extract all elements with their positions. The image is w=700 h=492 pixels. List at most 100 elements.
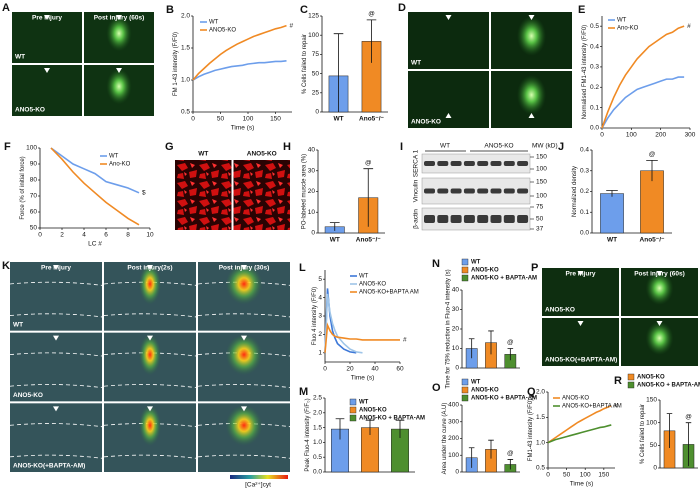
y-tick-label: 0 [311,230,315,237]
y-tick-label: 70 [30,193,38,200]
row-label: ANO5-KO [15,107,45,114]
y-tick-label: 90 [30,161,38,168]
y-tick-label: 400 [448,402,459,409]
fiber-outline [9,313,103,318]
series-line [192,60,287,81]
x-tick-label: WT [330,237,340,244]
y-tick-label: 100 [646,419,657,426]
mw-label: 100 [536,193,547,200]
y-tick-label: 25 [312,90,320,97]
y-tick-label: 2.0 [536,389,545,396]
x-axis-label: Time (s) [351,375,375,382]
column-label: Post injury(2s) [127,265,172,272]
legend-swatch [349,406,357,414]
image-cell [408,12,489,69]
y-tick-label: 0.4 [580,147,589,154]
fiber-outline [197,384,291,388]
x-tick-label: Ano5⁻/⁻ [640,237,665,244]
injury-spot [516,74,547,115]
image-cell [233,160,290,230]
x-tick-label: 0 [546,472,550,479]
y-tick-label: 50 [30,225,38,232]
panel-letter: R [614,375,622,387]
y-tick-label: 0.3 [580,167,589,174]
row-label: ANO5-KO(+BAPTA-AM) [13,463,85,470]
arrowhead [147,265,153,270]
mw-label: 75 [536,204,544,211]
arrowhead [241,406,247,412]
y-axis-label: Normalized density [572,166,578,217]
legend-label: WT [617,18,627,24]
y-tick-label: 0 [455,469,459,476]
series-line [324,293,363,354]
significance-mark: # [614,402,618,409]
injury-spot [106,15,132,52]
error-bar [333,33,344,112]
legend-label: ANO5-KO + BAPTA-AM [637,383,700,389]
y-tick-label: 0.5 [181,109,190,116]
error-bar [329,222,340,231]
panel-letter: J [558,141,564,153]
y-tick-label: 0.0 [580,230,589,237]
legend-swatch [461,258,469,266]
row-label: ANO5-KO [13,392,43,399]
band-label: Vinculin [413,179,420,202]
y-tick-label: 100 [26,145,37,152]
error-bar [488,439,494,459]
arrowhead [116,68,122,73]
calcium-spot [138,404,162,446]
image-cell [408,71,489,128]
legend-label: ANO5-KO + BAPTA-AM [471,396,537,402]
error-bar [507,459,514,470]
blot-band [503,215,515,223]
column-label: WT [198,151,208,158]
blot-band [424,188,435,194]
legend-label: ANO5-KO [209,28,236,34]
y-tick-label: 3 [318,313,322,320]
significance-mark: @ [507,339,514,346]
arrowhead [528,15,535,20]
legend-label: ANO5-KO+BAPTA AM [562,404,622,410]
y-tick-label: 2.0 [181,13,190,20]
error-bar [335,418,345,440]
blot-band [490,161,502,166]
arrowhead [528,113,535,118]
legend-swatch [349,398,357,406]
significance-mark: # [687,23,691,30]
legend-label: WT [359,274,369,280]
y-tick-label: 1.0 [536,439,545,446]
arrowhead [656,321,663,326]
legend-label: ANO5-KO [637,375,665,381]
series-line [601,25,685,129]
blot-band [477,161,489,166]
significance-mark: # [403,337,407,344]
fiber-outline [197,281,291,286]
blot-band [477,188,489,194]
y-tick-label: 1 [318,350,322,357]
legend-label: ANO5-KO [471,388,499,394]
row-label: ANO5-KO(+BAPTA-AM) [545,357,617,364]
x-tick-label: 0 [600,132,604,139]
blot-band [517,215,529,223]
y-tick-label: 300 [448,418,459,425]
y-axis-label: Time for 75% reduction in Fluo-4 intensi… [446,269,452,388]
error-bar [365,419,375,435]
blot-band [463,215,475,223]
legend-label: WT [209,20,219,26]
calcium-spot [225,263,263,305]
blot-band [450,188,462,194]
y-axis-label: Fluo 4 intensity (F/F0) [312,287,318,345]
legend-label: ANO5-KO [359,408,387,414]
column-label: Pre injury [41,265,71,272]
x-tick-label: Ano5⁻/⁻ [356,237,381,244]
mw-label: 150 [536,179,547,186]
y-tick-label: 1.5 [536,414,545,421]
fiber-outline [9,384,103,388]
panel-letter: Q [527,386,536,398]
significance-mark: @ [507,450,514,457]
fiber-outline [103,313,197,318]
image-cell [10,403,102,472]
y-tick-label: 200 [448,435,459,442]
mw-label: 50 [536,216,544,223]
mw-label: 150 [536,154,547,161]
